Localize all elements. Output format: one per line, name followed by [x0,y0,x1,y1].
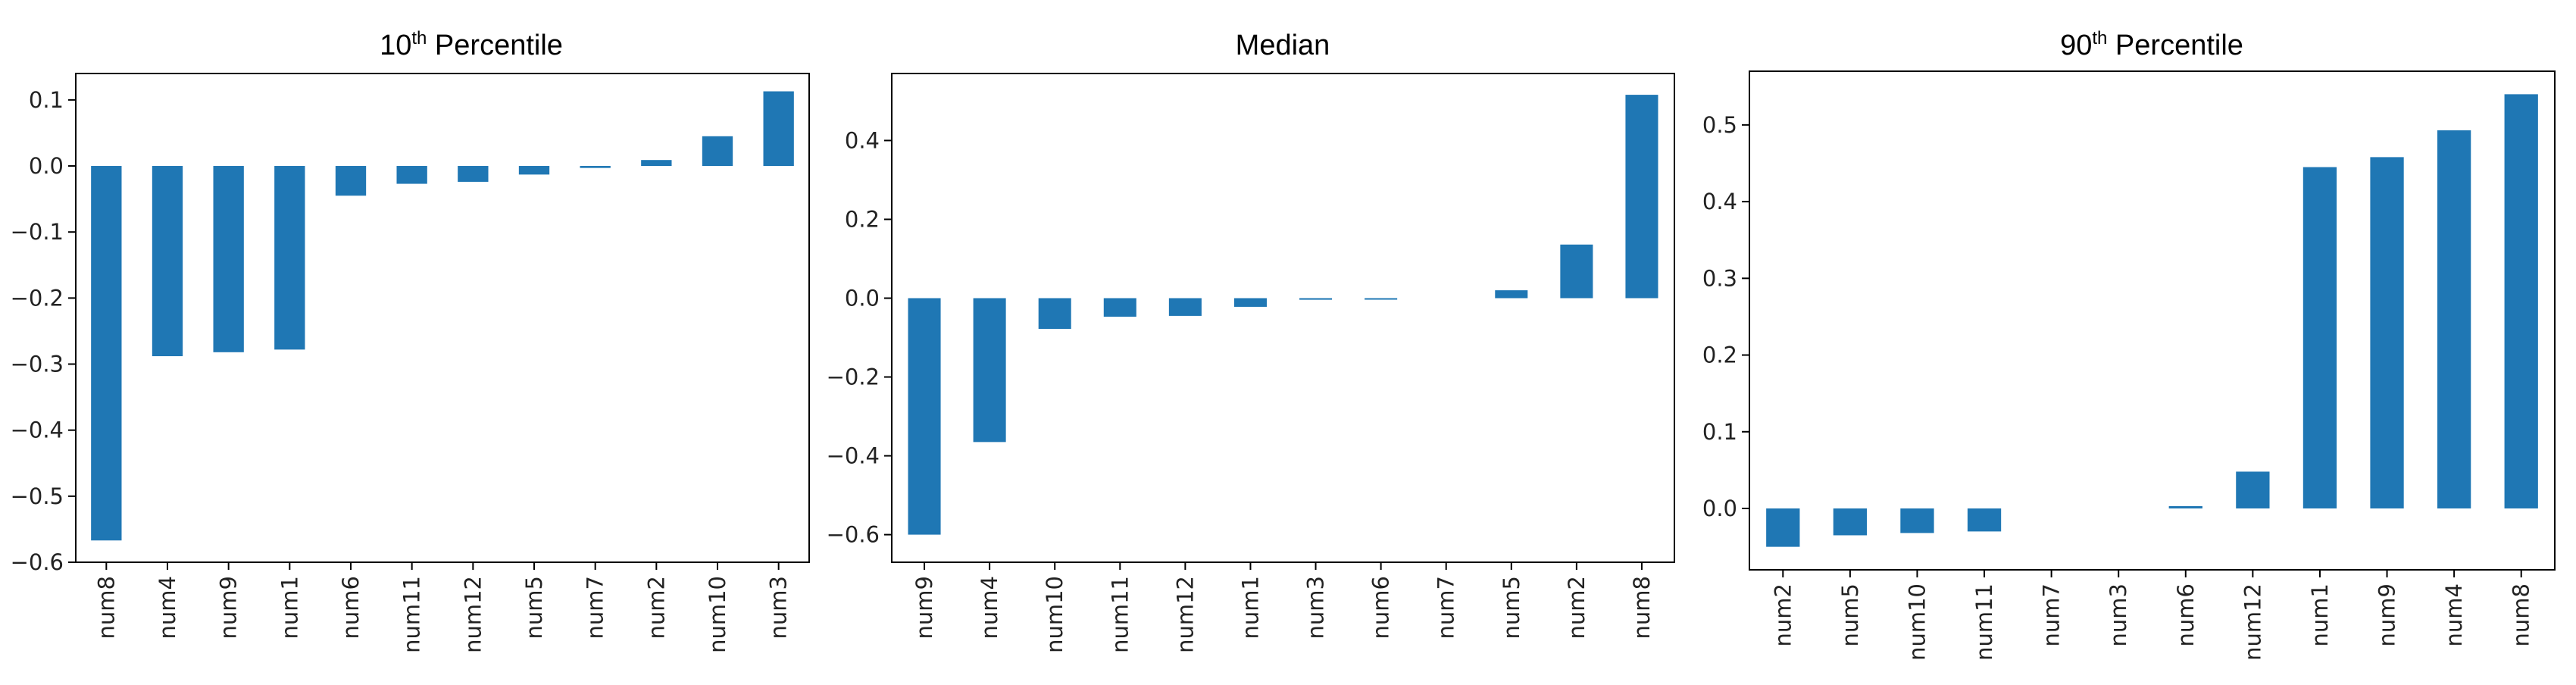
y-tick-label: 0.2 [1702,342,1737,368]
x-tick-label: num11 [399,576,425,653]
x-tick-label: num2 [1770,583,1796,646]
bar-num12 [1168,298,1202,316]
y-tick-label: 0.2 [845,206,880,232]
x-tick-label: num12 [460,576,486,653]
plot-frame [891,73,1675,563]
x-tick-label: num8 [1629,576,1655,639]
bar-num3 [1299,298,1333,300]
bar-num9 [2370,157,2404,509]
x-tick-label: num12 [1172,576,1198,653]
bar-num2 [641,160,672,167]
bar-num1 [2302,167,2337,509]
x-tick-label: num5 [1499,576,1524,639]
y-tick-label: −0.6 [827,522,880,548]
x-tick-label: num4 [155,576,180,639]
y-tick-label: 0.4 [845,127,880,153]
bar-num9 [908,298,941,535]
bar-num8 [91,166,122,541]
bar-num2 [1560,244,1593,299]
bar-num4 [152,166,183,357]
x-tick-label: num7 [2039,583,2065,646]
y-tick-label: 0.3 [1702,265,1737,291]
bar-num10 [1900,508,1934,533]
x-tick-label: num12 [2240,583,2265,661]
plot-frame [75,73,810,563]
y-tick-label: 0.1 [1702,419,1737,445]
x-tick-label: num7 [583,576,608,639]
bar-num1 [274,166,305,350]
x-tick-label: num8 [2509,583,2534,646]
y-tick-label: 0.0 [29,153,64,179]
x-tick-label: num1 [2307,583,2333,646]
bar-num8 [1625,95,1658,299]
bar-num5 [1833,508,1868,536]
bar-num6 [2168,505,2202,509]
y-tick-label: −0.3 [11,352,64,377]
bar-num7 [580,166,611,168]
bar-num11 [1967,508,2002,532]
y-tick-label: −0.1 [11,219,64,245]
x-tick-label: num4 [977,576,1002,639]
x-tick-label: num2 [1564,576,1590,639]
bar-num2 [1766,508,1800,547]
chart-title: 90th Percentile [2060,28,2243,61]
bar-num4 [973,298,1006,443]
bar-num4 [2437,130,2471,509]
x-tick-label: num6 [338,576,364,639]
bar-num10 [702,136,733,167]
y-tick-label: −0.4 [827,443,880,469]
chart-2: Median 0.4 0.2 0.0 −0.2 −0.4 −0.6 num9 num4 num10… [827,30,1675,653]
chart-3: 90th Percentile 0.5 0.4 0.3 0.2 0.1 0.0 num2 num… [1702,28,2556,661]
x-tick-label: num3 [2106,583,2131,646]
chart-title: Median [1236,30,1330,61]
x-tick-label: num8 [93,576,119,639]
x-tick-label: num7 [1433,576,1459,639]
x-tick-label: num6 [2173,583,2199,646]
bar-num12 [458,166,489,182]
x-tick-label: num5 [1837,583,1863,646]
y-tick-label: 0.1 [29,87,64,113]
y-tick-label: −0.6 [11,549,64,575]
bar-num11 [1103,298,1136,317]
bar-num5 [518,166,550,175]
x-tick-label: num5 [521,576,547,639]
x-tick-label: num3 [1303,576,1329,639]
y-tick-label: −0.2 [11,285,64,311]
bar-num10 [1038,298,1071,330]
x-tick-label: num3 [766,576,792,639]
y-tick-label: 0.0 [1702,496,1737,521]
bar-num9 [213,166,244,352]
bar-num6 [335,166,367,196]
bar-num8 [2504,94,2538,509]
y-tick-label: −0.5 [11,483,64,509]
x-tick-label: num9 [216,576,242,639]
x-tick-label: num4 [2441,583,2467,646]
y-tick-label: −0.2 [827,364,880,390]
bar-num1 [1233,298,1267,307]
x-tick-label: num6 [1368,576,1394,639]
chart-title: 10th Percentile [380,28,563,61]
bar-num3 [763,91,794,167]
x-tick-label: num10 [1042,576,1068,653]
x-tick-label: num2 [643,576,669,639]
bar-num11 [396,166,427,184]
x-tick-label: num9 [911,576,937,639]
x-tick-label: num1 [1237,576,1263,639]
x-tick-label: num9 [2374,583,2400,646]
bar-num5 [1495,290,1528,299]
chart-1: 10th Percentile 0.1 0.0 −0.1 −0.2 −0.3 −0.4 −0.… [11,28,810,653]
x-tick-label: num11 [1107,576,1133,653]
x-tick-label: num11 [1971,583,1997,661]
y-tick-label: 0.0 [845,285,880,311]
y-tick-label: −0.4 [11,418,64,443]
x-tick-label: num10 [1904,583,1930,661]
plot-frame [1749,70,2556,571]
x-tick-label: num1 [277,576,302,639]
bar-num12 [2236,471,2270,509]
y-tick-label: 0.5 [1702,112,1737,138]
y-tick-label: 0.4 [1702,189,1737,214]
x-tick-label: num10 [705,576,730,653]
bar-num6 [1365,298,1398,300]
